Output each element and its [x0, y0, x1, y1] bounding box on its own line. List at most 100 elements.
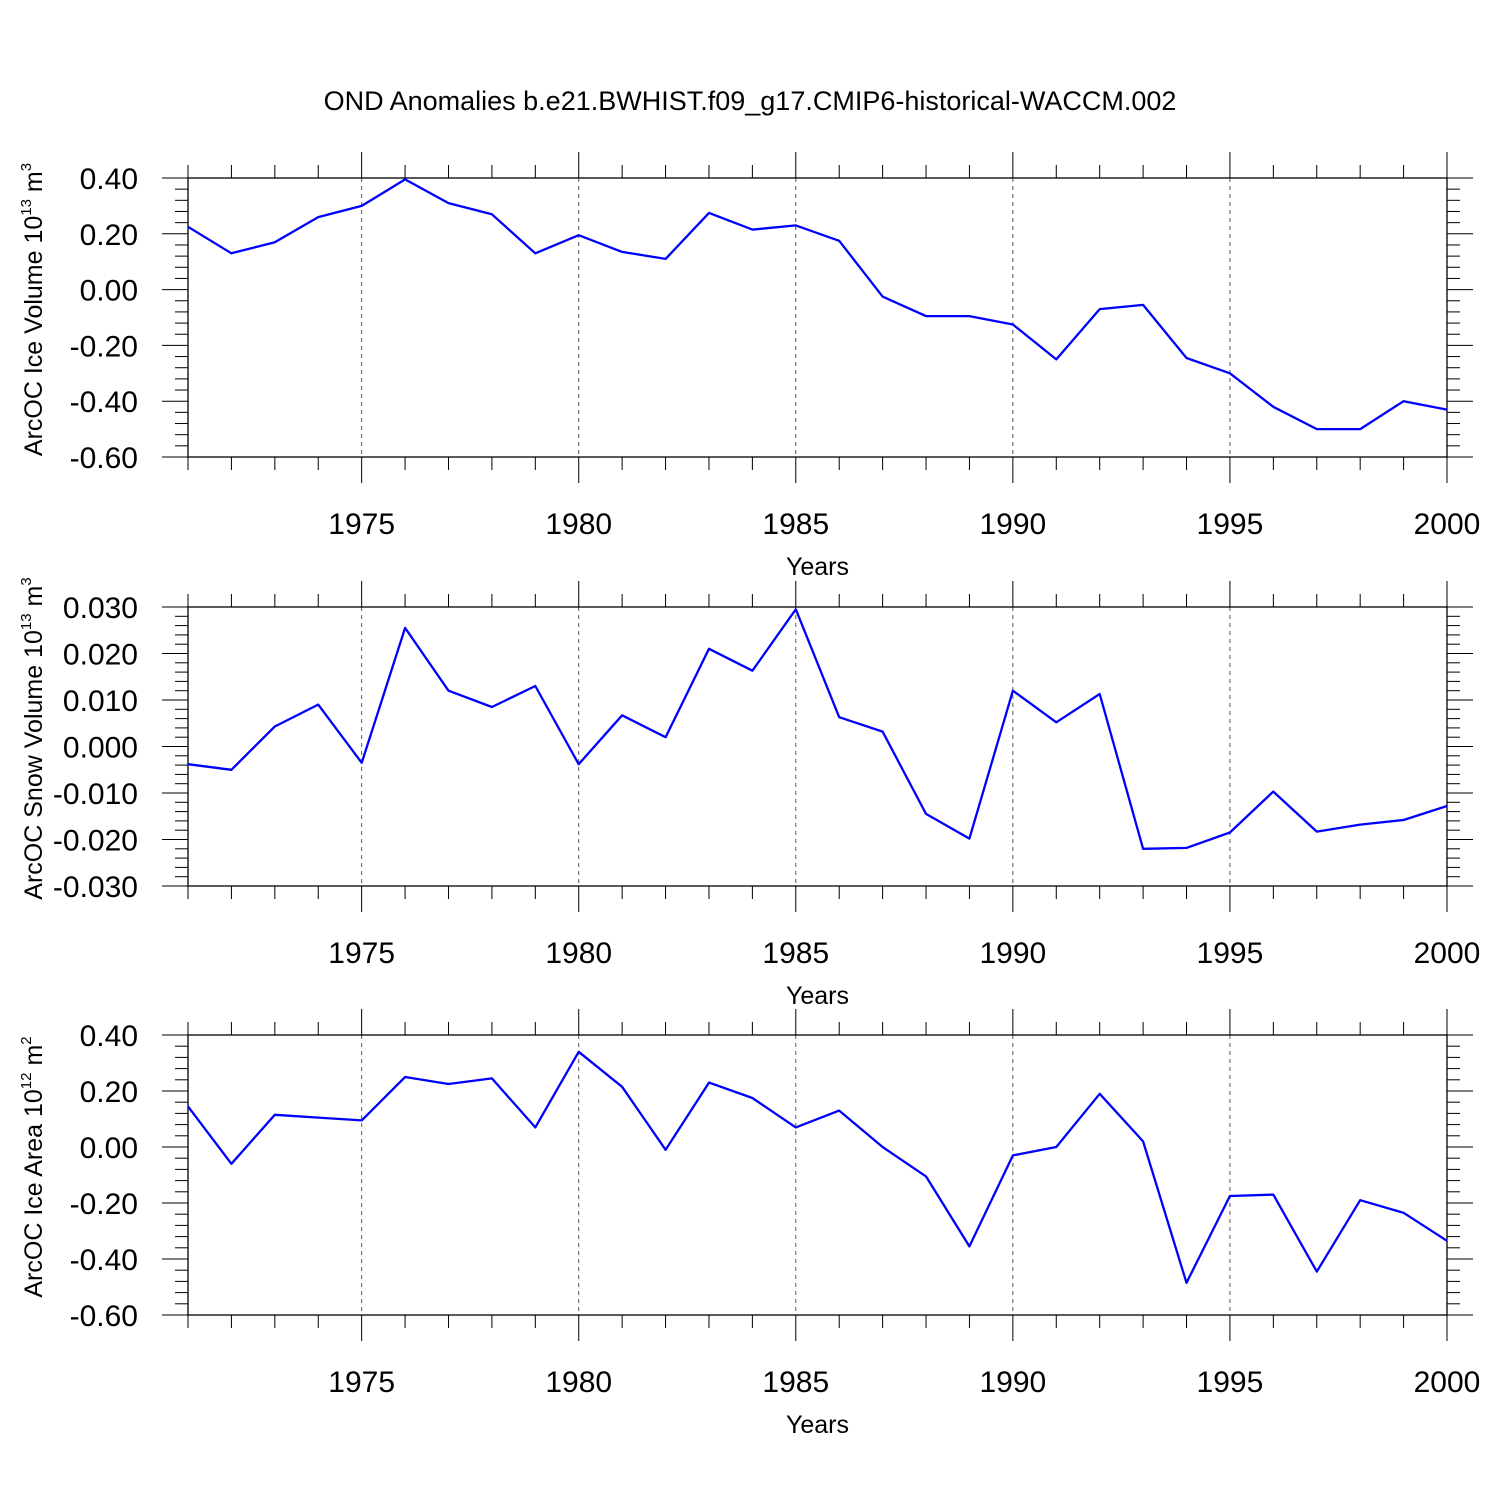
- data-point: [707, 647, 711, 651]
- plot-frame: [187, 177, 1448, 458]
- data-point: [924, 812, 928, 816]
- y-axis-label-unit-exponent: 3: [18, 577, 35, 585]
- data-point: [1402, 1211, 1406, 1215]
- x-tick-label: 1995: [1197, 508, 1264, 541]
- data-point: [924, 314, 928, 318]
- y-axis-label-exponent: 13: [18, 199, 35, 216]
- x-tick-label: 2000: [1414, 937, 1481, 970]
- y-tick-label: -0.010: [53, 778, 138, 811]
- data-point: [490, 212, 494, 216]
- data-point: [186, 225, 190, 229]
- plot-frame: [187, 606, 1448, 887]
- data-point: [1402, 818, 1406, 822]
- data-point: [1011, 1153, 1015, 1157]
- data-point: [750, 1096, 754, 1100]
- y-tick-label: -0.60: [70, 442, 138, 475]
- data-point: [229, 251, 233, 255]
- data-point: [1271, 1193, 1275, 1197]
- plot-frame: [187, 1034, 1448, 1316]
- data-point: [490, 705, 494, 709]
- data-point: [316, 1116, 320, 1120]
- y-tick-label: 0.010: [63, 685, 138, 718]
- data-point: [837, 715, 841, 719]
- x-tick-label: 1980: [545, 937, 612, 970]
- figure-title: OND Anomalies b.e21.BWHIST.f09_g17.CMIP6…: [324, 86, 1177, 116]
- panel-1: 0.40 0.20 0.00 -0.20 -0.40 -0.60 1975 1980 1985 1…: [18, 152, 1480, 581]
- data-point: [794, 607, 798, 611]
- data-point: [837, 239, 841, 243]
- data-point: [273, 240, 277, 244]
- data-point: [664, 1148, 668, 1152]
- data-point: [403, 1075, 407, 1079]
- data-point: [229, 1162, 233, 1166]
- data-point: [1315, 427, 1319, 431]
- data-point: [1098, 307, 1102, 311]
- x-tick-label: 2000: [1414, 1366, 1481, 1399]
- data-point: [1315, 830, 1319, 834]
- data-point: [186, 762, 190, 766]
- data-point: [707, 211, 711, 215]
- data-point: [1185, 846, 1189, 850]
- data-point: [1054, 357, 1058, 361]
- data-point: [577, 233, 581, 237]
- data-point: [446, 1082, 450, 1086]
- y-tick-label: -0.40: [70, 386, 138, 419]
- y-axis-label: ArcOC Ice Volume 1013 m3: [18, 163, 48, 456]
- data-point: [1185, 356, 1189, 360]
- data-point: [446, 201, 450, 205]
- data-point: [1141, 1139, 1145, 1143]
- data-point: [1141, 847, 1145, 851]
- data-point: [446, 689, 450, 693]
- y-axis-label-unit: m: [20, 1045, 48, 1073]
- y-tick-label: 0.40: [80, 163, 138, 196]
- data-point: [620, 713, 624, 717]
- data-point: [360, 1118, 364, 1122]
- data-point: [1228, 371, 1232, 375]
- data-point: [1141, 303, 1145, 307]
- data-point: [1271, 405, 1275, 409]
- x-tick-label: 1985: [762, 1366, 829, 1399]
- data-point: [924, 1174, 928, 1178]
- data-point: [620, 250, 624, 254]
- y-tick-label: -0.40: [70, 1244, 138, 1277]
- data-point: [1445, 804, 1449, 808]
- data-point: [1358, 427, 1362, 431]
- data-point: [750, 669, 754, 673]
- y-tick-label: 0.00: [80, 275, 138, 308]
- data-point: [1228, 831, 1232, 835]
- x-tick-label: 1975: [328, 508, 395, 541]
- data-point: [664, 735, 668, 739]
- data-point: [1228, 1194, 1232, 1198]
- x-tick-label: 1990: [979, 1366, 1046, 1399]
- data-point: [750, 228, 754, 232]
- y-tick-label: -0.20: [70, 330, 138, 363]
- x-tick-label: 2000: [1414, 508, 1481, 541]
- series-line: [187, 608, 1448, 850]
- data-point: [273, 1113, 277, 1117]
- x-tick-label: 1995: [1197, 1366, 1264, 1399]
- data-point: [1054, 1145, 1058, 1149]
- data-point: [1185, 1281, 1189, 1285]
- y-tick-label: 0.20: [80, 219, 138, 252]
- data-point: [794, 1125, 798, 1129]
- y-tick-label: -0.20: [70, 1188, 138, 1221]
- data-point: [186, 1104, 190, 1108]
- data-point: [533, 251, 537, 255]
- y-tick-label: -0.020: [53, 825, 138, 858]
- data-point: [1402, 399, 1406, 403]
- panel-2: 0.030 0.020 0.010 0.000 -0.010 -0.020 -0.030 19…: [18, 577, 1480, 1010]
- series-line: [187, 178, 1448, 431]
- data-point: [664, 257, 668, 261]
- data-point: [707, 1081, 711, 1085]
- data-point: [967, 314, 971, 318]
- data-point: [360, 761, 364, 765]
- data-point: [533, 1125, 537, 1129]
- data-point: [837, 1109, 841, 1113]
- data-point: [1358, 1198, 1362, 1202]
- panels: 0.40 0.20 0.00 -0.20 -0.40 -0.60 1975 1980 1985 1…: [18, 152, 1480, 1439]
- data-point: [490, 1076, 494, 1080]
- data-point: [1358, 823, 1362, 827]
- series-line: [187, 1050, 1448, 1284]
- x-tick-label: 1995: [1197, 937, 1264, 970]
